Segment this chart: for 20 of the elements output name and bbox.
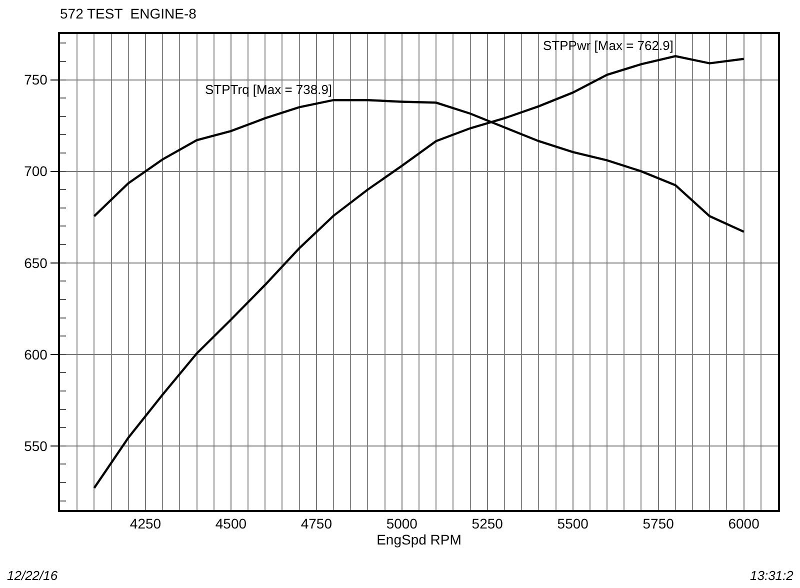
- line-series: [93, 55, 745, 490]
- text: 13:31:2: [750, 568, 794, 583]
- y-tick-label: 550: [24, 438, 48, 454]
- x-tick-label: 4750: [300, 516, 332, 532]
- chart-title: 572 TEST ENGINE-8: [60, 6, 197, 22]
- series-label: STPPwr [Max = 762.9]: [543, 38, 674, 53]
- y-tick-label: 650: [24, 254, 48, 271]
- x-tick-label: 5750: [642, 516, 674, 532]
- x-tick-label: 5500: [557, 516, 589, 532]
- y-tick-label: 700: [24, 163, 48, 180]
- y-tick-label: 600: [24, 346, 48, 362]
- x-tick-label: 6000: [728, 516, 760, 532]
- x-tick-label: 4500: [215, 516, 247, 532]
- x-tick-label: 5250: [472, 516, 504, 532]
- y-tick-label: 750: [24, 72, 48, 88]
- x-tick-label: 4250: [130, 516, 162, 532]
- x-tick-label: 5000: [386, 516, 418, 532]
- series-label: STPTrq [Max = 738.9]: [205, 82, 332, 97]
- text: 12/22/16: [7, 568, 58, 583]
- x-axis-title: EngSpd RPM: [376, 532, 462, 548]
